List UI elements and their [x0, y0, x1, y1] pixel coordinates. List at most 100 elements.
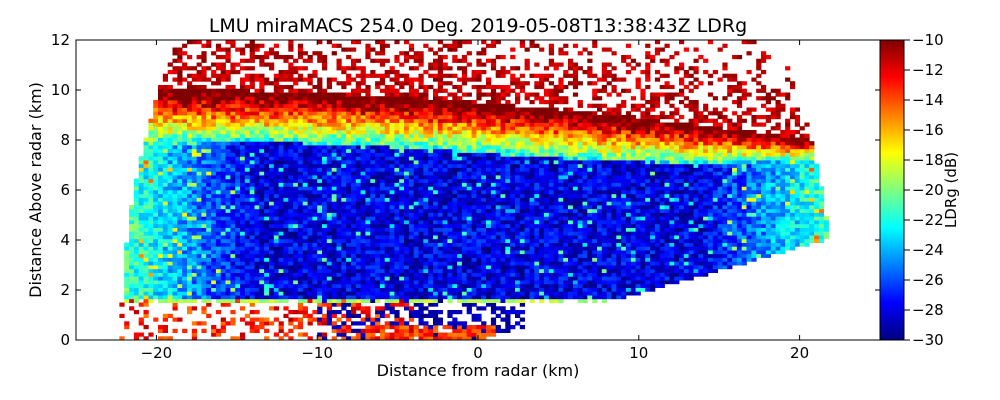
ldr-cell	[302, 298, 308, 303]
ldr-cell	[302, 332, 308, 337]
ldr-cell	[447, 216, 453, 221]
ldr-cell	[206, 298, 212, 303]
ldr-cell	[346, 126, 352, 131]
ldr-cell	[490, 156, 497, 161]
ldr-cell	[457, 197, 463, 202]
ldr-cell	[201, 193, 207, 198]
ldr-cell	[240, 58, 246, 63]
ldr-cell	[138, 156, 144, 161]
ldr-cell	[167, 163, 173, 168]
ldr-cell	[365, 220, 371, 225]
ldr-cell	[370, 163, 376, 168]
ldr-cell	[355, 193, 361, 198]
ldr-cell	[201, 212, 207, 217]
ldr-cell	[490, 306, 497, 311]
ldr-cell	[490, 118, 497, 123]
ldr-cell	[394, 227, 400, 232]
ldr-cell	[138, 227, 144, 232]
ldr-cell	[418, 201, 424, 206]
ldr-cell	[365, 287, 371, 292]
ldr-cell	[404, 107, 410, 112]
ldr-cell	[206, 295, 212, 300]
ldr-cell	[442, 103, 448, 108]
ldr-cell	[490, 197, 497, 202]
ldr-cell	[196, 70, 202, 75]
ldr-cell	[153, 268, 159, 273]
ldr-cell	[461, 238, 468, 243]
ldr-cell	[346, 272, 352, 277]
ldr-cell	[249, 265, 255, 270]
ldr-cell	[399, 253, 405, 258]
ldr-cell	[331, 133, 337, 138]
ldr-cell	[143, 223, 149, 228]
ldr-cell	[389, 175, 395, 180]
ldr-cell	[346, 141, 352, 146]
ldr-cell	[162, 145, 168, 150]
ldr-cell	[442, 62, 448, 67]
ldr-cell	[336, 208, 342, 213]
ldr-cell	[457, 332, 463, 337]
ldr-cell	[394, 223, 400, 228]
ldr-cell	[375, 276, 381, 281]
ldr-cell	[206, 227, 212, 232]
ldr-cell	[225, 257, 231, 262]
ldr-cell	[399, 238, 405, 243]
ldr-cell	[346, 298, 352, 303]
ldr-cell	[486, 186, 492, 191]
ldr-cell	[408, 268, 415, 273]
ldr-cell	[336, 242, 342, 247]
ldr-cell	[124, 280, 130, 285]
ldr-cell	[355, 257, 361, 262]
ldr-cell	[220, 152, 226, 157]
ldr-cell	[428, 283, 434, 288]
ldr-cell	[404, 137, 410, 142]
ldr-cell	[196, 272, 202, 277]
ldr-cell	[211, 145, 217, 150]
ldr-cell	[379, 291, 386, 296]
ldr-cell	[158, 137, 164, 142]
ldr-cell	[172, 306, 178, 311]
ldr-cell	[418, 186, 424, 191]
ldr-cell	[317, 111, 323, 116]
ldr-cell	[297, 246, 304, 251]
ldr-cell	[187, 280, 193, 285]
ldr-cell	[211, 291, 217, 296]
ldr-cell	[326, 160, 332, 165]
ldr-cell	[336, 145, 342, 150]
ldr-cell	[307, 231, 313, 236]
ldr-cell	[433, 246, 439, 251]
ldr-cell	[158, 182, 164, 187]
ldr-cell	[413, 186, 419, 191]
ldr-cell	[264, 190, 270, 195]
ldr-cell	[283, 160, 289, 165]
ldr-cell	[384, 205, 390, 210]
ldr-cell	[490, 227, 497, 232]
ldr-cell	[428, 250, 434, 255]
ldr-cell	[341, 193, 347, 198]
ldr-cell	[225, 118, 231, 123]
ldr-cell	[346, 47, 352, 52]
ldr-cell	[201, 186, 207, 191]
ldr-cell	[153, 261, 159, 266]
ldr-cell	[466, 186, 472, 191]
ldr-cell	[167, 111, 173, 116]
ldr-cell	[187, 141, 193, 146]
ldr-cell	[240, 156, 246, 161]
ldr-cell	[225, 100, 231, 105]
ldr-cell	[461, 223, 468, 228]
ldr-cell	[341, 220, 347, 225]
ldr-cell	[331, 137, 337, 142]
ldr-cell	[201, 43, 207, 48]
ldr-cell	[408, 163, 415, 168]
ldr-cell	[370, 118, 376, 123]
ldr-cell	[235, 190, 241, 195]
ldr-cell	[370, 268, 376, 273]
ldr-cell	[191, 287, 197, 292]
ldr-cell	[244, 145, 250, 150]
ldr-cell	[447, 133, 453, 138]
ldr-cell	[307, 186, 313, 191]
ldr-cell	[269, 291, 275, 296]
ldr-cell	[433, 77, 439, 82]
ldr-cell	[399, 197, 405, 202]
ldr-cell	[182, 148, 188, 153]
